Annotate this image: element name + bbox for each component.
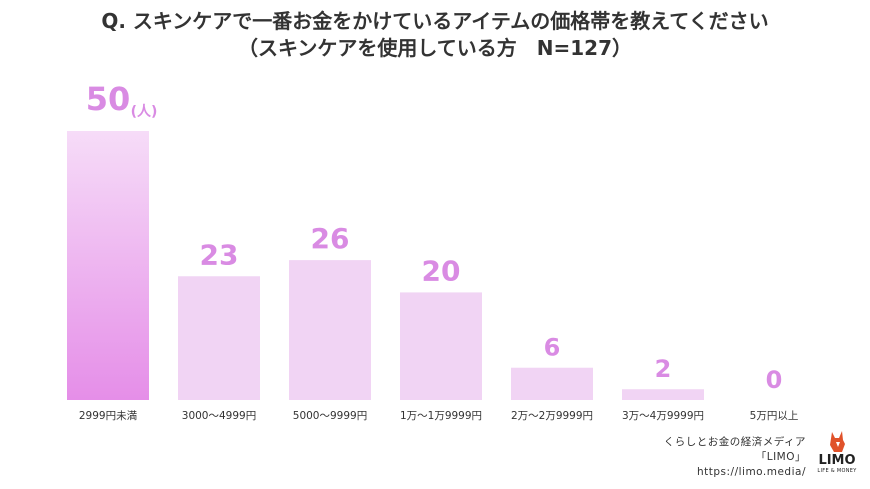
category-label-1: 2999円未満 (79, 410, 138, 422)
value-label-1: 50 (86, 80, 131, 118)
value-label-4: 20 (422, 254, 461, 287)
source-credit: くらしとお金の経済メディア 「LIMO」 https://limo.media/ (640, 435, 806, 480)
category-label-3: 5000〜9999円 (293, 410, 367, 422)
category-label-5: 2万〜2万9999円 (511, 410, 593, 422)
chart-title: Q. スキンケアで一番お金をかけているアイテムの価格帯を教えてください （スキン… (0, 8, 870, 62)
category-label-7: 5万円以上 (750, 410, 799, 422)
limo-logo: LIMO LIFE & MONEY (812, 428, 862, 480)
chart-title-line2: （スキンケアを使用している方 N=127） (237, 36, 633, 60)
category-label-4: 1万〜1万9999円 (400, 410, 482, 422)
value-label-5: 6 (544, 334, 561, 362)
bar-6 (622, 389, 704, 400)
category-label-6: 3万〜4万9999円 (622, 410, 704, 422)
logo-text: LIMO (818, 453, 856, 468)
credit-media-name: くらしとお金の経済メディア (663, 436, 806, 448)
bar-3 (289, 260, 371, 400)
bar-1 (67, 131, 149, 400)
value-label-3: 26 (311, 222, 350, 255)
bar-4 (400, 292, 482, 400)
value-label-7: 0 (766, 366, 783, 394)
bar-5 (511, 367, 593, 400)
value-label-2: 23 (200, 238, 239, 271)
logo-subtext: LIFE & MONEY (817, 468, 857, 474)
value-label-6: 2 (655, 355, 672, 383)
credit-brand: 「LIMO」 (755, 451, 806, 463)
chart-title-line1: Q. スキンケアで一番お金をかけているアイテムの価格帯を教えてください (101, 9, 769, 33)
fox-icon (830, 431, 845, 452)
category-label-2: 3000〜4999円 (182, 410, 256, 422)
bars-group: 50 (人)2999円未満233000〜4999円265000〜9999円201万… (67, 80, 798, 422)
unit-label: (人) (131, 103, 158, 120)
bar-2 (178, 276, 260, 400)
credit-url: https://limo.media/ (696, 466, 806, 478)
